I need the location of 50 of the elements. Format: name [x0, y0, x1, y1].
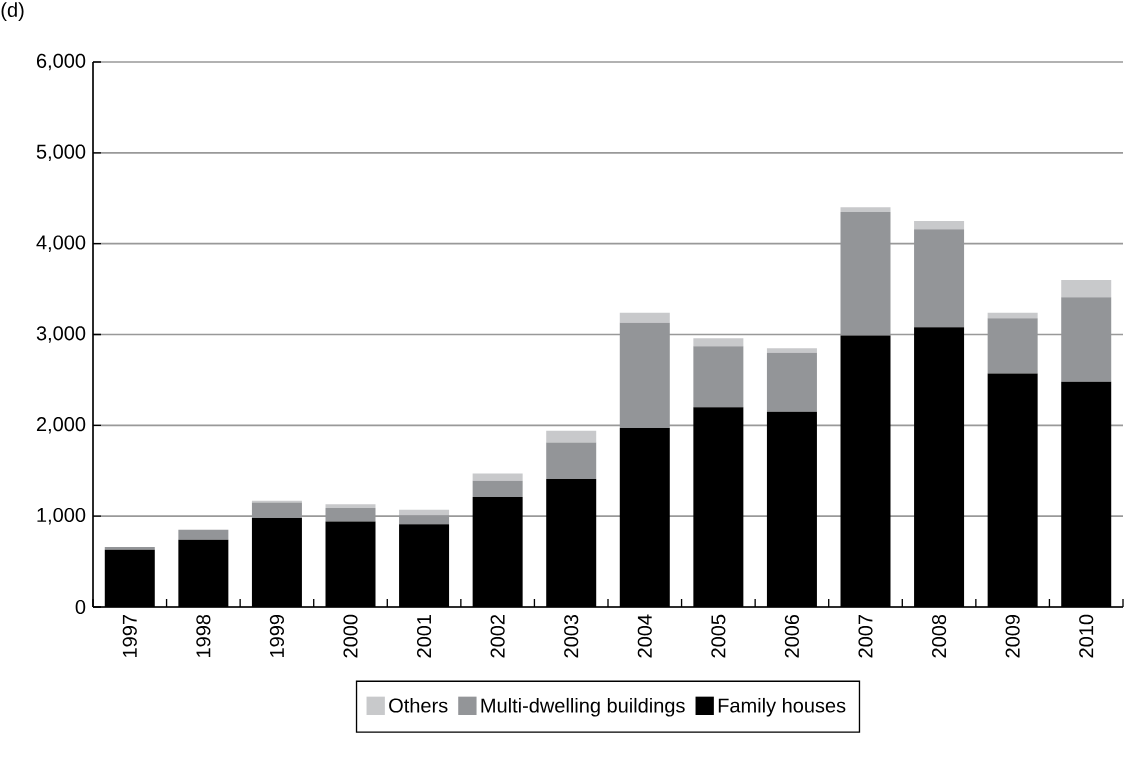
x-tick-label: 2006: [784, 614, 799, 658]
y-tick-label: 0: [75, 599, 86, 615]
bar: [693, 338, 744, 347]
bar: [693, 346, 744, 408]
y-tick-label: 6,000: [36, 53, 86, 71]
y-tick-label: 1,000: [37, 507, 86, 525]
bar: [546, 430, 597, 443]
bar: [619, 322, 670, 429]
x-tick-label: 2000: [343, 614, 358, 658]
chart-title: (d): [1, 2, 24, 21]
y-tick-label: 2,000: [36, 417, 86, 434]
x-tick-label: 1999: [269, 614, 284, 657]
legend-label: Others: [389, 697, 448, 713]
bar: [766, 352, 817, 412]
y-tick-label: 5,000: [36, 144, 86, 162]
bar: [987, 318, 1038, 374]
x-tick-label: 2004: [637, 614, 652, 658]
bar: [325, 507, 376, 522]
x-tick-label: 2009: [1005, 614, 1020, 658]
bar: [399, 509, 450, 516]
y-tick-label: 3,000: [36, 326, 86, 343]
bar: [914, 220, 965, 230]
legend-label: Family houses: [718, 697, 846, 717]
x-tick-label: 2010: [1079, 614, 1094, 658]
bar: [619, 312, 670, 323]
bar: [840, 211, 891, 336]
x-tick-label: 2008: [932, 614, 947, 658]
legend-label: Multi-dwelling buildings: [481, 697, 685, 717]
bar: [546, 442, 597, 479]
bar: [104, 547, 155, 550]
x-tick-label: 1998: [196, 614, 211, 657]
x-tick-label: 1997: [122, 615, 137, 657]
x-tick-label: 2002: [490, 615, 505, 658]
bar: [472, 480, 523, 498]
bar: [766, 348, 817, 353]
bar: [251, 502, 302, 518]
x-tick-label: 2003: [564, 614, 579, 658]
bar: [987, 312, 1038, 319]
x-tick-label: 2005: [711, 614, 726, 658]
bar: [399, 515, 450, 525]
bar: [840, 207, 891, 212]
bar: [325, 504, 376, 508]
y-tick-label: 4,000: [36, 235, 86, 252]
bar: [472, 473, 523, 481]
bar: [914, 229, 965, 328]
bar: [1061, 280, 1112, 298]
x-tick-label: 2007: [858, 615, 873, 658]
x-tick-label: 2001: [417, 614, 432, 658]
bar: [178, 529, 229, 540]
bar: [1061, 297, 1112, 382]
